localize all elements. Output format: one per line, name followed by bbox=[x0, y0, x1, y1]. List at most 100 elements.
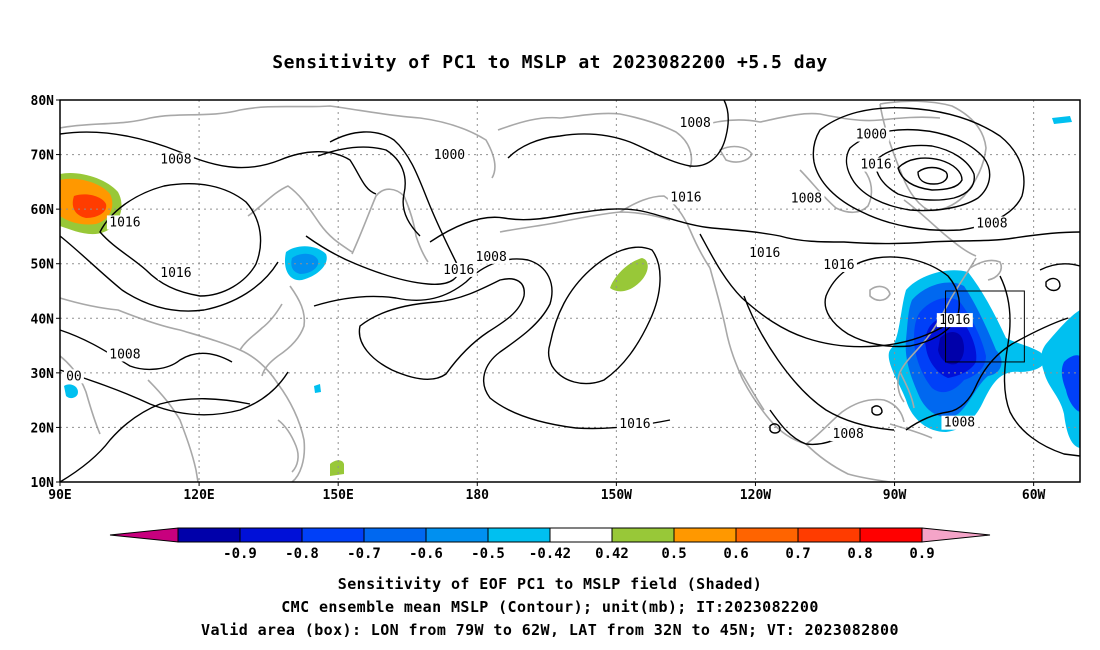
contour-1008-sw bbox=[59, 369, 289, 416]
colorbar-label: 0.5 bbox=[661, 546, 686, 562]
lat-label: 50N bbox=[31, 258, 55, 273]
contour-label: 1016 bbox=[160, 266, 191, 281]
coast-okhotsk bbox=[247, 185, 353, 253]
contour-label-bg bbox=[157, 152, 194, 167]
contour-label: 00 bbox=[66, 369, 82, 384]
mslp-contours bbox=[59, 99, 1081, 483]
shade-negative-sakhalin-core bbox=[291, 253, 319, 274]
contour-label: 1016 bbox=[670, 190, 701, 205]
valid-area-box bbox=[945, 290, 1025, 363]
map-frame bbox=[59, 99, 1081, 483]
lat-label: 30N bbox=[31, 367, 55, 382]
lat-label: 10N bbox=[31, 476, 55, 491]
coast-west-america bbox=[709, 267, 807, 445]
contour-label: 1008 bbox=[976, 217, 1007, 232]
lon-label: 150E bbox=[323, 488, 354, 503]
colorbar-low-arrow bbox=[109, 527, 179, 543]
colorbar-label: -0.7 bbox=[347, 546, 381, 562]
contour-label-bg bbox=[106, 347, 143, 362]
contour-label: 1016 bbox=[823, 258, 854, 273]
contour-label: 1016 bbox=[443, 263, 474, 278]
contour-label: 1008 bbox=[791, 191, 822, 206]
contour-label: 1008 bbox=[160, 153, 191, 168]
contour-label-bg bbox=[667, 190, 704, 205]
coast-korea bbox=[239, 303, 283, 351]
colorbar-label: 0.9 bbox=[909, 546, 934, 562]
colorbar-label: 0.42 bbox=[595, 546, 629, 562]
contour-1000-greenland-mid bbox=[845, 128, 991, 212]
contour-1008-mexico bbox=[743, 295, 895, 431]
coast-baja bbox=[739, 369, 765, 411]
contour-label-bg bbox=[941, 415, 978, 430]
colorbar-label: -0.5 bbox=[471, 546, 505, 562]
contour-label-bg bbox=[106, 215, 143, 230]
contour-label: 1000 bbox=[856, 128, 887, 143]
contour-label-bg bbox=[473, 249, 510, 264]
contour-label-bg bbox=[820, 257, 857, 272]
contour-label-bg bbox=[830, 427, 867, 442]
lon-label: 90W bbox=[883, 488, 907, 503]
contour-label-bg bbox=[616, 416, 653, 431]
shade-small-west bbox=[64, 384, 78, 399]
colorbar-label: -0.6 bbox=[409, 546, 443, 562]
coast-china bbox=[59, 297, 306, 483]
contour-label-bg bbox=[677, 116, 714, 131]
contour-label-bg bbox=[973, 216, 1010, 231]
lon-label: 180 bbox=[466, 488, 490, 503]
caption-line-1: Sensitivity of EOF PC1 to MSLP field (Sh… bbox=[338, 575, 762, 593]
colorbar-label: -0.8 bbox=[285, 546, 319, 562]
contour-1016-asia bbox=[99, 183, 262, 297]
contour-1016-atlantic-high bbox=[999, 275, 1081, 457]
coast-greenland bbox=[879, 100, 987, 212]
lat-label: 20N bbox=[31, 421, 55, 436]
contour-label-bg bbox=[63, 369, 84, 384]
coast-india bbox=[59, 355, 101, 435]
longitude-labels: 90E 120E 150E 180 150W 120W 90W 60W bbox=[48, 482, 1046, 503]
coast-arctic-islands bbox=[719, 145, 753, 163]
colorbar-swatch bbox=[611, 527, 675, 543]
colorbar-label: 0.8 bbox=[847, 546, 872, 562]
coast-labrador bbox=[903, 199, 977, 257]
coast-gulf-mexico bbox=[805, 398, 905, 445]
contour-1016-inner-pacific bbox=[358, 278, 525, 380]
coast-lakes bbox=[869, 285, 891, 302]
colorbar-swatch bbox=[859, 527, 923, 543]
contour-label: 1016 bbox=[619, 417, 650, 432]
contour-small-circle-3 bbox=[871, 405, 883, 416]
colorbar-swatch bbox=[487, 527, 551, 543]
colorbar-swatch bbox=[425, 527, 489, 543]
coast-canada-arctic bbox=[699, 112, 941, 127]
contour-label-bg bbox=[788, 191, 825, 206]
lat-label: 70N bbox=[31, 149, 55, 164]
contour-label: 1008 bbox=[680, 116, 711, 131]
coast-japan bbox=[261, 285, 306, 377]
colorbar-swatch bbox=[549, 527, 613, 543]
contour-label: 1008 bbox=[944, 416, 975, 431]
colorbar-swatch bbox=[797, 527, 861, 543]
colorbar: -0.9 -0.8 -0.7 -0.6 -0.5 -0.42 0.42 0.5 0.6 0.7 0.… bbox=[109, 527, 991, 562]
coast-siberia bbox=[59, 105, 496, 179]
lat-label: 60N bbox=[31, 203, 55, 218]
contour-1008-arctic-ridge bbox=[507, 99, 729, 167]
contour-label-bg bbox=[440, 262, 477, 277]
shade-negative-atlantic-max bbox=[938, 332, 964, 365]
colorbar-high-arrow bbox=[921, 527, 991, 543]
colorbar-swatch bbox=[735, 527, 799, 543]
figure-title: Sensitivity of PC1 to MSLP at 2023082200… bbox=[272, 52, 828, 73]
contour-1016-outer-asia bbox=[59, 235, 279, 312]
coast-hudson bbox=[799, 169, 873, 214]
coastlines bbox=[59, 100, 1003, 483]
lat-label: 80N bbox=[31, 94, 55, 109]
latitude-labels: 80N 70N 60N 50N 40N 30N 20N 10N bbox=[31, 94, 60, 491]
contour-label-bg bbox=[157, 266, 194, 281]
contour-small-circle-1 bbox=[1045, 277, 1061, 292]
contour-label-bg bbox=[746, 245, 783, 260]
contour-1016-low-pacific bbox=[313, 258, 671, 430]
colorbar-label: 0.7 bbox=[785, 546, 810, 562]
coast-philippines bbox=[277, 419, 299, 473]
colorbar-label: -0.9 bbox=[223, 546, 257, 562]
coast-aleutians bbox=[499, 211, 671, 233]
lat-label: 40N bbox=[31, 312, 55, 327]
colorbar-swatch bbox=[239, 527, 303, 543]
